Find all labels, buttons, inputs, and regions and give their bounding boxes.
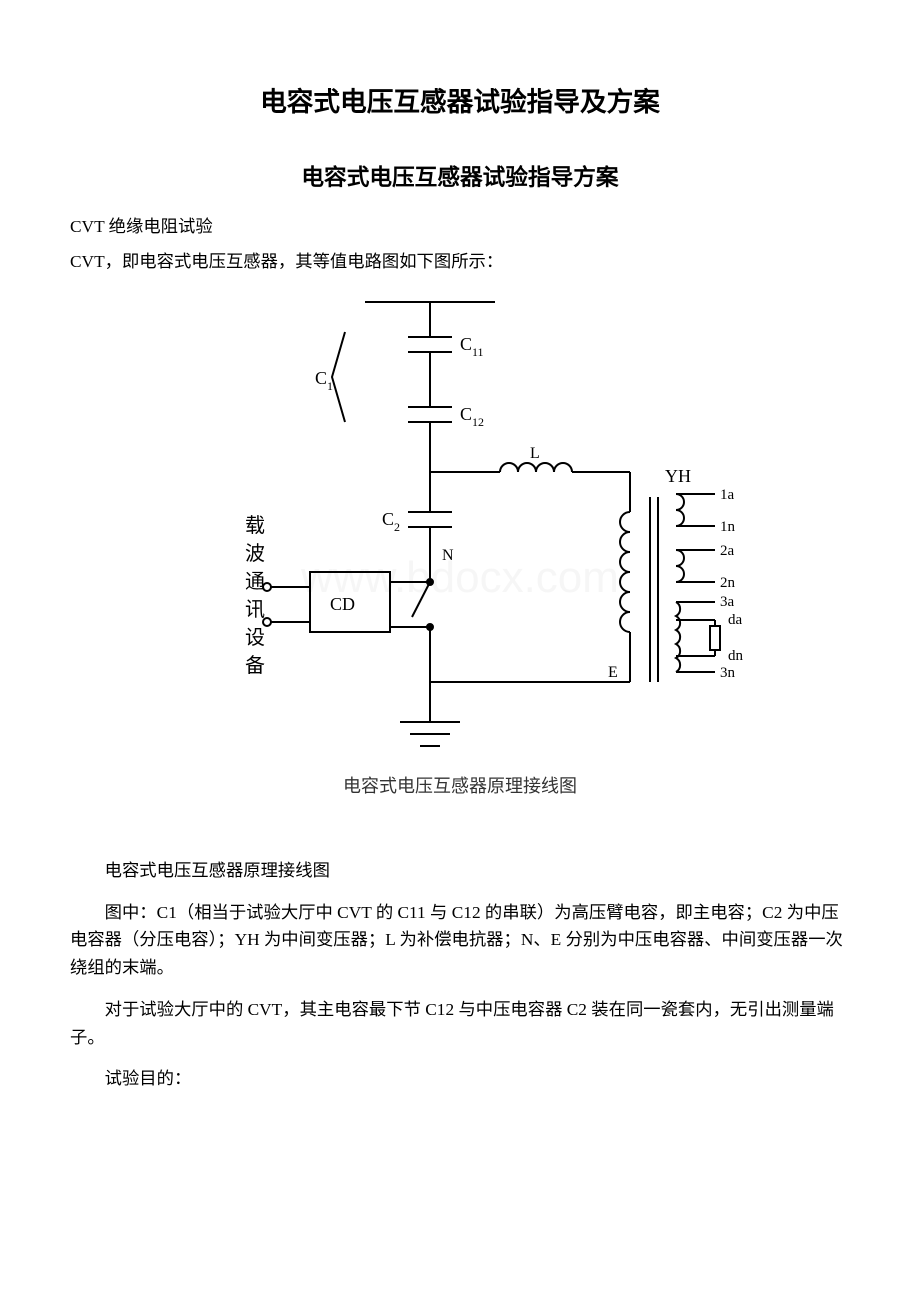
label-c2: C bbox=[382, 509, 394, 529]
intro-line: CVT，即电容式电压互感器，其等值电路图如下图所示： bbox=[70, 247, 850, 272]
svg-text:11: 11 bbox=[472, 345, 484, 359]
para-note: 对于试验大厅中的 CVT，其主电容最下节 C12 与中压电容器 C2 装在同一瓷… bbox=[70, 996, 850, 1051]
svg-text:12: 12 bbox=[472, 415, 484, 429]
svg-text:波: 波 bbox=[245, 542, 265, 565]
label-2a: 2a bbox=[720, 543, 735, 559]
caption-repeat: 电容式电压互感器原理接线图 bbox=[70, 857, 850, 885]
label-c1: C bbox=[315, 368, 327, 388]
svg-text:讯: 讯 bbox=[245, 598, 265, 621]
label-cd: CD bbox=[330, 594, 355, 614]
para-purpose: 试验目的： bbox=[70, 1065, 850, 1093]
page-subtitle: 电容式电压互感器试验指导方案 bbox=[70, 159, 850, 192]
label-3n: 3n bbox=[720, 665, 736, 681]
label-dn: dn bbox=[728, 648, 744, 664]
label-l: L bbox=[530, 445, 540, 462]
label-n: N bbox=[442, 547, 454, 564]
label-1n: 1n bbox=[720, 519, 736, 535]
svg-text:通: 通 bbox=[245, 570, 265, 593]
section-heading-cvt: CVT 绝缘电阻试验 bbox=[70, 212, 850, 237]
svg-text:2: 2 bbox=[394, 520, 400, 534]
label-2n: 2n bbox=[720, 575, 736, 591]
diagram-caption-embedded: 电容式电压互感器原理接线图 bbox=[343, 776, 577, 796]
para-explain: 图中：C1（相当于试验大厅中 CVT 的 C11 与 C12 的串联）为高压臂电… bbox=[70, 899, 850, 982]
label-carrier-1: 载 bbox=[245, 514, 265, 537]
page-title: 电容式电压互感器试验指导及方案 bbox=[70, 80, 850, 119]
svg-text:1: 1 bbox=[327, 379, 333, 393]
label-c12: C bbox=[460, 404, 472, 424]
label-yh: YH bbox=[665, 466, 691, 486]
label-e: E bbox=[608, 664, 618, 681]
label-da: da bbox=[728, 612, 743, 628]
label-1a: 1a bbox=[720, 487, 735, 503]
svg-text:设: 设 bbox=[245, 626, 265, 649]
svg-text:备: 备 bbox=[245, 654, 265, 677]
label-c11: C bbox=[460, 334, 472, 354]
circuit-diagram: www.bdocx.com bbox=[70, 282, 850, 827]
label-3a: 3a bbox=[720, 594, 735, 610]
